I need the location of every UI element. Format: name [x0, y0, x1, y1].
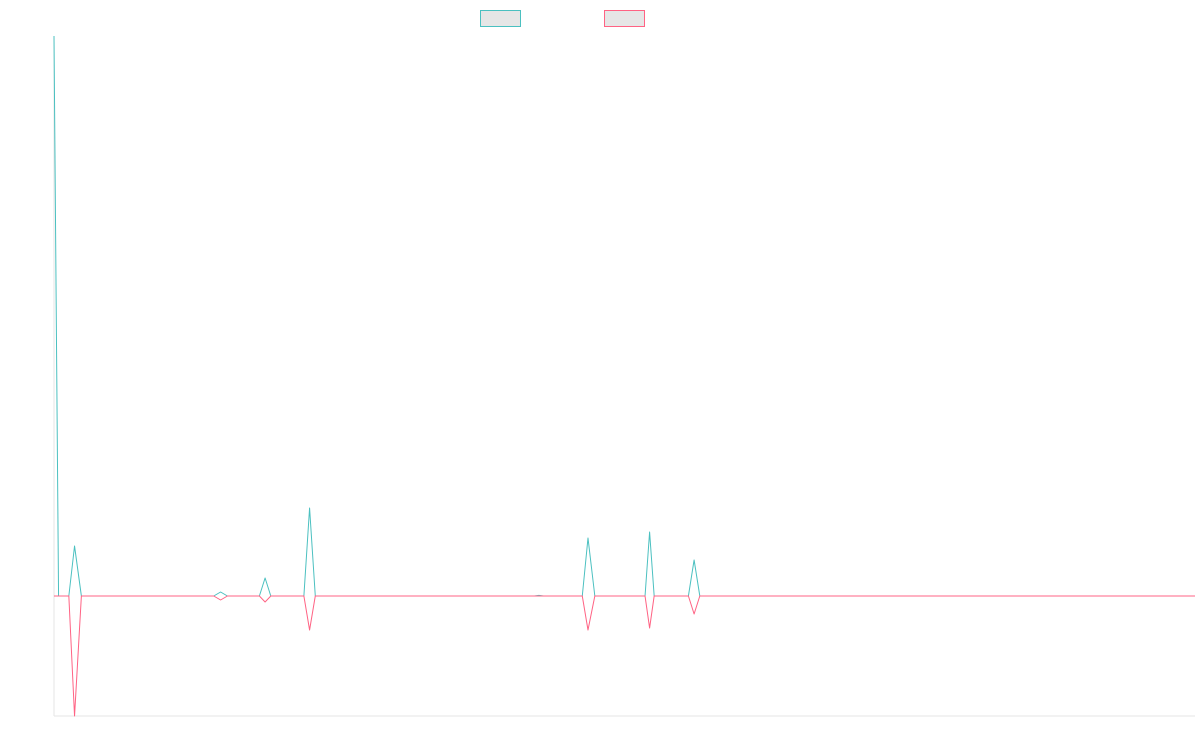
legend-item-2[interactable] — [604, 10, 645, 27]
legend-item-1[interactable] — [480, 10, 521, 27]
series-2-line — [54, 595, 1195, 717]
axes — [53, 36, 1195, 717]
series-1-line — [53, 35, 1195, 597]
series-group — [53, 35, 1195, 717]
legend — [480, 10, 645, 27]
